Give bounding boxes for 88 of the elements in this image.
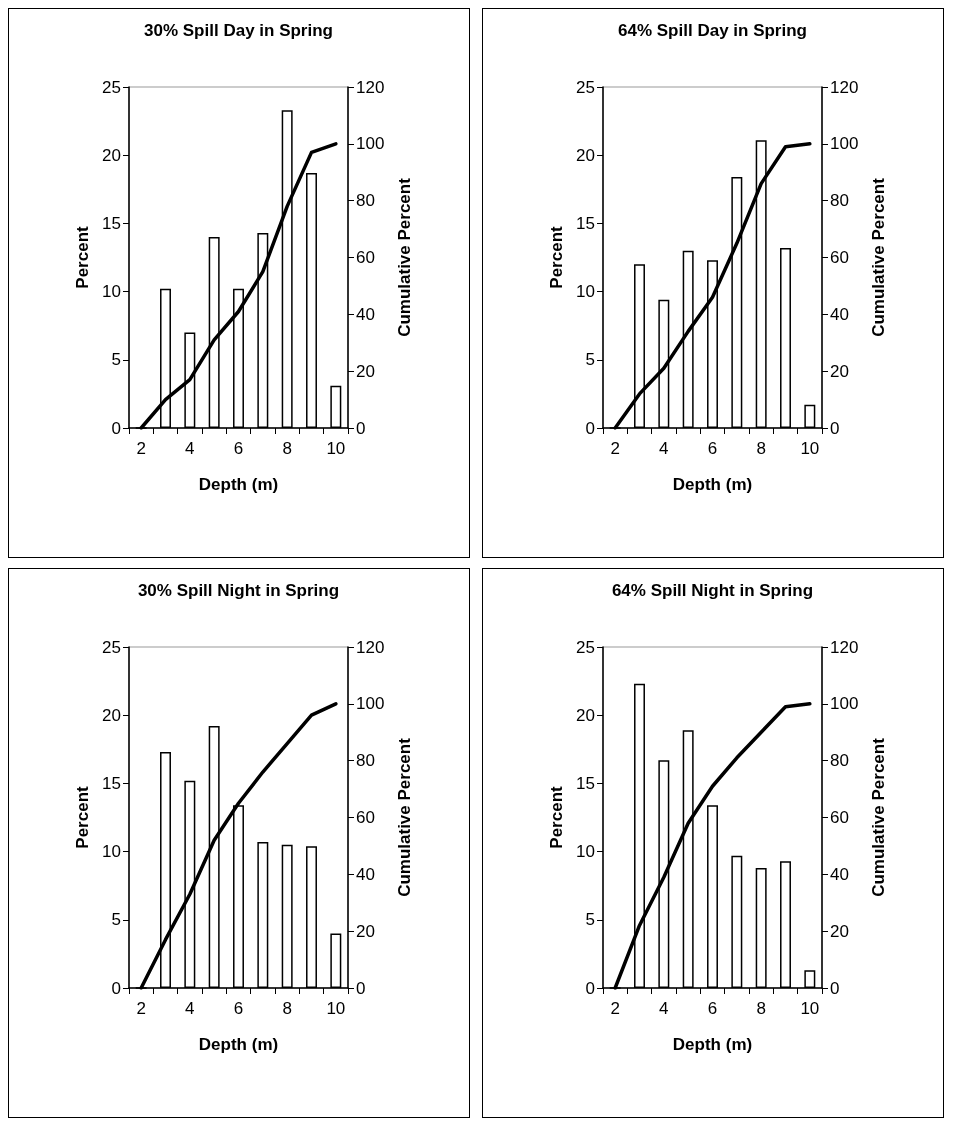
y-tick-label: 20 (576, 705, 595, 725)
x-tick-label: 8 (756, 999, 766, 1018)
y-axis-title: Percent (73, 785, 92, 849)
y-tick-label: 10 (102, 282, 121, 302)
x-tick-label: 10 (800, 439, 820, 458)
y2-tick-label: 100 (356, 694, 385, 714)
y2-tick-label: 60 (356, 248, 375, 267)
y2-tick-label: 120 (830, 637, 859, 657)
x-tick-label: 4 (185, 439, 195, 458)
y2-tick-label: 100 (830, 694, 859, 714)
y-tick-label: 20 (102, 145, 121, 165)
x-tick-label: 2 (610, 999, 620, 1018)
y-tick-label: 0 (111, 418, 121, 438)
y-tick-label: 10 (102, 842, 121, 862)
y-axis-title: Percent (547, 225, 566, 289)
y-tick-label: 25 (102, 77, 121, 97)
y2-tick-label: 100 (356, 134, 385, 154)
x-tick-label: 10 (326, 439, 346, 458)
y2-tick-label: 120 (356, 77, 385, 97)
x-tick-label: 4 (659, 999, 669, 1018)
y2-tick-label: 60 (830, 248, 849, 267)
y-tick-label: 5 (111, 910, 121, 930)
x-tick-label: 6 (707, 999, 718, 1018)
y2-tick-label: 20 (356, 921, 375, 941)
y2-tick-label: 20 (356, 361, 375, 381)
y2-tick-label: 100 (830, 134, 859, 154)
y2-tick-label: 20 (830, 361, 849, 381)
y-tick-label: 5 (585, 910, 595, 930)
y-tick-label: 25 (576, 77, 595, 97)
y-tick-label: 15 (576, 213, 595, 233)
x-tick-label: 4 (185, 999, 195, 1018)
x-axis-title: Depth (m) (198, 475, 279, 494)
x-axis-title: Depth (m) (198, 1035, 279, 1054)
x-tick-label: 6 (233, 999, 244, 1018)
y-tick-label: 15 (102, 213, 121, 233)
y-tick-label: 0 (585, 978, 595, 998)
y2-tick-label: 0 (830, 418, 840, 438)
y-tick-label: 15 (576, 773, 595, 793)
x-tick-label: 4 (659, 439, 669, 458)
y2-tick-label: 80 (830, 751, 849, 771)
y2-tick-label: 0 (356, 418, 366, 438)
y-tick-label: 25 (576, 637, 595, 657)
x-axis-title: Depth (m) (672, 1035, 753, 1054)
y-tick-label: 0 (111, 978, 121, 998)
y2-tick-label: 0 (830, 978, 840, 998)
chart-title: 30% Spill Night in Spring (137, 581, 340, 600)
y-axis-title: Percent (73, 225, 92, 289)
y-tick-label: 10 (576, 842, 595, 862)
y2-tick-label: 40 (830, 304, 849, 324)
y-tick-label: 15 (102, 773, 121, 793)
y2-tick-label: 20 (830, 921, 849, 941)
x-tick-label: 8 (756, 439, 766, 458)
y2-tick-label: 40 (356, 304, 375, 324)
y2-tick-label: 80 (356, 191, 375, 211)
y2-tick-label: 60 (356, 808, 375, 827)
x-tick-label: 6 (707, 439, 718, 458)
chart-title: 64% Spill Day in Spring (618, 21, 807, 40)
chart-title: 64% Spill Night in Spring (611, 581, 814, 600)
y2-tick-label: 80 (356, 751, 375, 771)
y2-axis-title: Cumulative Percent (869, 737, 888, 897)
y-axis-title: Percent (547, 785, 566, 849)
x-axis-title: Depth (m) (672, 475, 753, 494)
y-tick-label: 5 (111, 350, 121, 370)
x-tick-label: 2 (136, 999, 146, 1018)
y2-axis-title: Cumulative Percent (869, 177, 888, 337)
y2-tick-label: 0 (356, 978, 366, 998)
x-tick-label: 10 (326, 999, 346, 1018)
y-tick-label: 0 (585, 418, 595, 438)
y2-tick-label: 120 (356, 637, 385, 657)
y-tick-label: 5 (585, 350, 595, 370)
x-tick-label: 2 (610, 439, 620, 458)
y2-tick-label: 120 (830, 77, 859, 97)
x-tick-label: 6 (233, 439, 244, 458)
x-tick-label: 2 (136, 439, 146, 458)
y2-tick-label: 60 (830, 808, 849, 827)
y2-axis-title: Cumulative Percent (395, 737, 414, 897)
x-tick-label: 8 (282, 439, 292, 458)
x-tick-label: 8 (282, 999, 292, 1018)
chart-title: 30% Spill Day in Spring (144, 21, 333, 40)
y-tick-label: 20 (102, 705, 121, 725)
y2-axis-title: Cumulative Percent (395, 177, 414, 337)
x-tick-label: 10 (800, 999, 820, 1018)
y2-tick-label: 40 (356, 864, 375, 884)
y-tick-label: 20 (576, 145, 595, 165)
y-tick-label: 25 (102, 637, 121, 657)
y2-tick-label: 80 (830, 191, 849, 211)
y2-tick-label: 40 (830, 864, 849, 884)
y-tick-label: 10 (576, 282, 595, 302)
